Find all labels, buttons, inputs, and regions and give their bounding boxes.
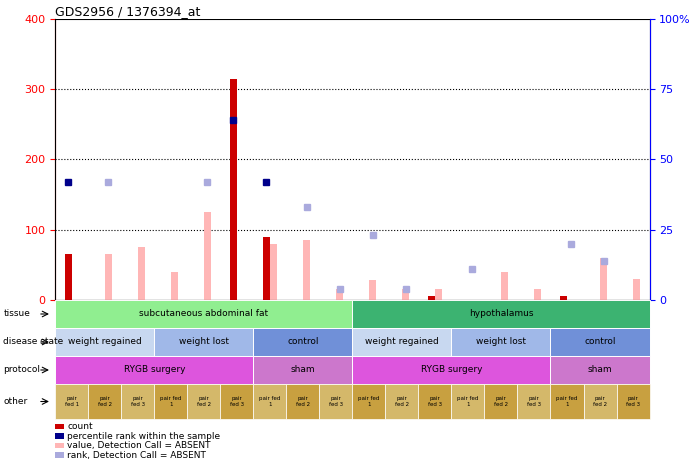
- Bar: [254, 384, 286, 419]
- Bar: [419, 384, 451, 419]
- Bar: [55, 356, 254, 384]
- Bar: [229, 79, 237, 300]
- Bar: [154, 384, 187, 419]
- Text: pair
fed 3: pair fed 3: [527, 396, 541, 407]
- Bar: [55, 452, 64, 458]
- Text: sham: sham: [588, 365, 612, 374]
- Bar: [154, 328, 254, 356]
- Bar: [551, 328, 650, 356]
- Bar: [303, 240, 310, 300]
- Text: pair
fed 2: pair fed 2: [494, 396, 508, 407]
- Bar: [600, 258, 607, 300]
- Text: tissue: tissue: [3, 310, 30, 319]
- Text: count: count: [67, 422, 93, 431]
- Bar: [518, 384, 551, 419]
- Bar: [319, 384, 352, 419]
- Bar: [551, 356, 650, 384]
- Text: hypothalamus: hypothalamus: [468, 310, 533, 319]
- Bar: [560, 297, 567, 300]
- Bar: [64, 255, 72, 300]
- Bar: [55, 433, 64, 439]
- Bar: [501, 272, 509, 300]
- Text: pair
fed 3: pair fed 3: [428, 396, 442, 407]
- Bar: [270, 244, 277, 300]
- Bar: [336, 290, 343, 300]
- Bar: [435, 290, 442, 300]
- Bar: [88, 384, 122, 419]
- Text: pair fed
1: pair fed 1: [259, 396, 281, 407]
- Text: GDS2956 / 1376394_at: GDS2956 / 1376394_at: [55, 5, 200, 18]
- Text: value, Detection Call = ABSENT: value, Detection Call = ABSENT: [67, 441, 211, 450]
- Bar: [204, 212, 211, 300]
- Text: pair fed
1: pair fed 1: [358, 396, 379, 407]
- Text: pair
fed 1: pair fed 1: [65, 396, 79, 407]
- Bar: [254, 328, 352, 356]
- Bar: [286, 384, 319, 419]
- Bar: [55, 328, 154, 356]
- Bar: [55, 424, 64, 429]
- Text: RYGB surgery: RYGB surgery: [124, 365, 185, 374]
- Text: pair
fed 3: pair fed 3: [329, 396, 343, 407]
- Text: weight lost: weight lost: [179, 337, 229, 346]
- Text: subcutaneous abdominal fat: subcutaneous abdominal fat: [140, 310, 268, 319]
- Bar: [551, 384, 583, 419]
- Text: pair
fed 2: pair fed 2: [395, 396, 409, 407]
- Bar: [220, 384, 254, 419]
- Bar: [138, 247, 145, 300]
- Bar: [187, 384, 220, 419]
- Text: pair
fed 2: pair fed 2: [97, 396, 112, 407]
- Text: other: other: [3, 397, 28, 406]
- Text: pair
fed 3: pair fed 3: [626, 396, 640, 407]
- Bar: [428, 297, 435, 300]
- Text: pair
fed 3: pair fed 3: [131, 396, 145, 407]
- Bar: [352, 356, 551, 384]
- Text: percentile rank within the sample: percentile rank within the sample: [67, 431, 220, 440]
- Text: pair
fed 3: pair fed 3: [230, 396, 244, 407]
- Bar: [616, 384, 650, 419]
- Text: control: control: [585, 337, 616, 346]
- Text: sham: sham: [291, 365, 315, 374]
- Bar: [386, 384, 419, 419]
- Text: rank, Detection Call = ABSENT: rank, Detection Call = ABSENT: [67, 450, 206, 459]
- Text: weight regained: weight regained: [365, 337, 439, 346]
- Bar: [254, 356, 352, 384]
- Bar: [451, 384, 484, 419]
- Text: weight lost: weight lost: [476, 337, 526, 346]
- Bar: [583, 384, 616, 419]
- Bar: [633, 279, 641, 300]
- Bar: [451, 328, 551, 356]
- Bar: [534, 290, 541, 300]
- Text: protocol: protocol: [3, 365, 41, 374]
- Bar: [55, 384, 88, 419]
- Text: disease state: disease state: [3, 337, 64, 346]
- Bar: [352, 384, 386, 419]
- Bar: [402, 290, 409, 300]
- Bar: [122, 384, 154, 419]
- Text: weight regained: weight regained: [68, 337, 142, 346]
- Bar: [352, 328, 451, 356]
- Bar: [263, 237, 270, 300]
- Text: pair
fed 2: pair fed 2: [197, 396, 211, 407]
- Text: RYGB surgery: RYGB surgery: [421, 365, 482, 374]
- Bar: [171, 272, 178, 300]
- Bar: [369, 280, 376, 300]
- Text: pair fed
1: pair fed 1: [556, 396, 578, 407]
- Bar: [484, 384, 518, 419]
- Bar: [105, 255, 112, 300]
- Text: pair
fed 2: pair fed 2: [296, 396, 310, 407]
- Text: pair
fed 2: pair fed 2: [593, 396, 607, 407]
- Bar: [55, 443, 64, 448]
- Text: pair fed
1: pair fed 1: [457, 396, 479, 407]
- Bar: [352, 300, 650, 328]
- Bar: [55, 300, 352, 328]
- Text: pair fed
1: pair fed 1: [160, 396, 182, 407]
- Text: control: control: [287, 337, 319, 346]
